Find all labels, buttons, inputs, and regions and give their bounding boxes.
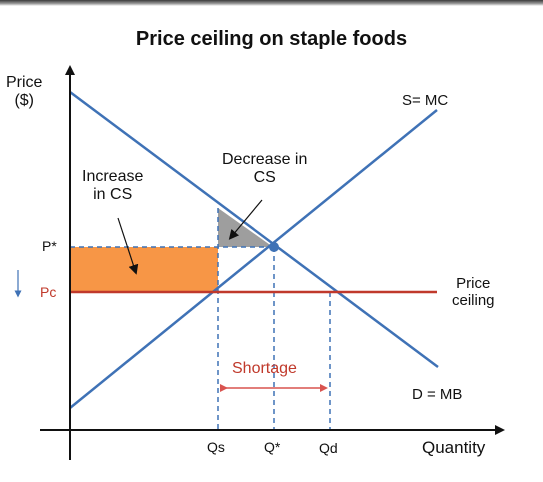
y-axis-title-line1: Price [6,74,43,91]
decrease-cs-label-line1: Decrease in [222,151,308,168]
shortage-label: Shortage [232,360,297,377]
decrease-cs-pointer [228,199,263,240]
tick-q-d: Qd [319,440,338,456]
window-top-shadow [0,0,543,6]
supply-curve [69,109,438,409]
cs-gain-area [70,247,218,292]
decrease-cs-label-line2: CS [253,169,276,187]
increase-cs-label: Increase in CS [82,168,143,205]
tick-q-star: Q* [264,439,281,455]
demand-label: D = MB [412,386,463,403]
tick-q-s: Qs [207,439,225,455]
x-axis-title: Quantity [422,438,486,457]
price-ceiling-label-line2: ceiling [452,292,495,310]
increase-cs-label-line1: Increase [82,168,144,185]
y-axis-title: Price ($) [6,74,42,111]
decrease-cs-label: Decrease in CS [222,151,307,188]
price-ceiling-label: Price ceiling [452,275,495,310]
diagram-title: Price ceiling on staple foods [135,28,408,50]
y-axis-title-line2: ($) [14,92,34,110]
tick-p-star: P* [42,238,57,254]
cs-loss-area [218,208,273,247]
tick-p-c: Pc [40,284,57,300]
increase-cs-label-line2: in CS [93,186,133,204]
increase-cs-pointer [117,217,139,275]
supply-label: S= MC [402,92,449,109]
demand-curve [69,90,439,369]
price-ceiling-label-line1: Price [456,275,491,292]
equilibrium-point [269,242,279,252]
